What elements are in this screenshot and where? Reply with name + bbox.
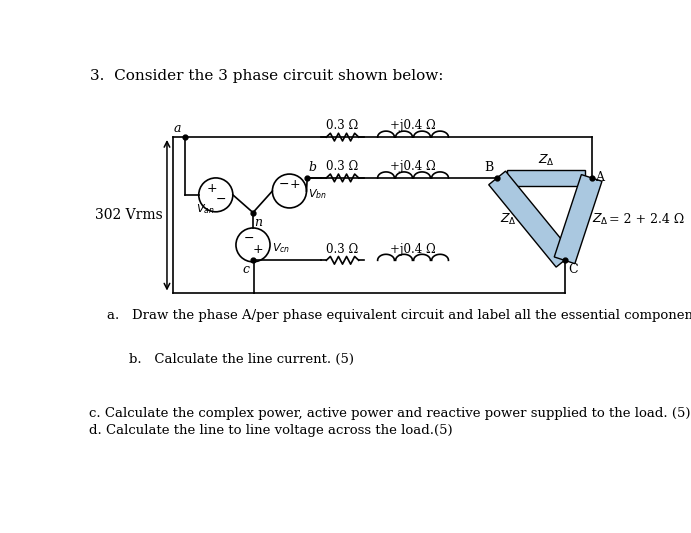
Text: C: C [569, 263, 578, 277]
Text: b: b [308, 161, 316, 174]
Text: c: c [243, 263, 250, 276]
Text: B: B [484, 161, 493, 174]
Text: $V_{an}$: $V_{an}$ [196, 203, 214, 216]
Text: a.   Draw the phase A/per phase equivalent circuit and label all the essential c: a. Draw the phase A/per phase equivalent… [107, 309, 691, 322]
Text: −: − [244, 232, 254, 245]
Text: −: − [278, 179, 290, 191]
Polygon shape [489, 171, 573, 267]
Text: −: − [216, 193, 227, 206]
Polygon shape [554, 175, 602, 264]
Text: $V_{cn}$: $V_{cn}$ [272, 241, 290, 255]
Text: +j0.4 Ω: +j0.4 Ω [390, 160, 436, 173]
Text: +: + [290, 179, 300, 191]
Text: +j0.4 Ω: +j0.4 Ω [390, 243, 436, 256]
Text: b.   Calculate the line current. (5): b. Calculate the line current. (5) [129, 353, 354, 366]
Text: = 2 + 2.4 Ω: = 2 + 2.4 Ω [609, 213, 684, 225]
Text: +j0.4 Ω: +j0.4 Ω [390, 119, 436, 133]
Text: $Z_\Delta$: $Z_\Delta$ [592, 212, 609, 227]
Text: d. Calculate the line to line voltage across the load.(5): d. Calculate the line to line voltage ac… [88, 424, 453, 437]
Text: $Z_\Delta$: $Z_\Delta$ [500, 212, 517, 227]
Text: +: + [253, 243, 264, 256]
Text: A: A [596, 172, 605, 184]
Text: $Z_\Delta$: $Z_\Delta$ [538, 153, 554, 168]
Text: n: n [254, 216, 263, 229]
Text: $V_{bn}$: $V_{bn}$ [308, 187, 327, 201]
Bar [507, 170, 585, 185]
Text: 0.3 Ω: 0.3 Ω [326, 160, 359, 173]
Text: c. Calculate the complex power, active power and reactive power supplied to the : c. Calculate the complex power, active p… [88, 407, 690, 419]
Text: 0.3 Ω: 0.3 Ω [326, 243, 359, 256]
Text: 0.3 Ω: 0.3 Ω [326, 119, 359, 133]
Text: a: a [173, 122, 181, 135]
Text: +: + [207, 182, 217, 195]
Text: 302 Vrms: 302 Vrms [95, 208, 162, 222]
Text: 3.  Consider the 3 phase circuit shown below:: 3. Consider the 3 phase circuit shown be… [91, 69, 444, 83]
